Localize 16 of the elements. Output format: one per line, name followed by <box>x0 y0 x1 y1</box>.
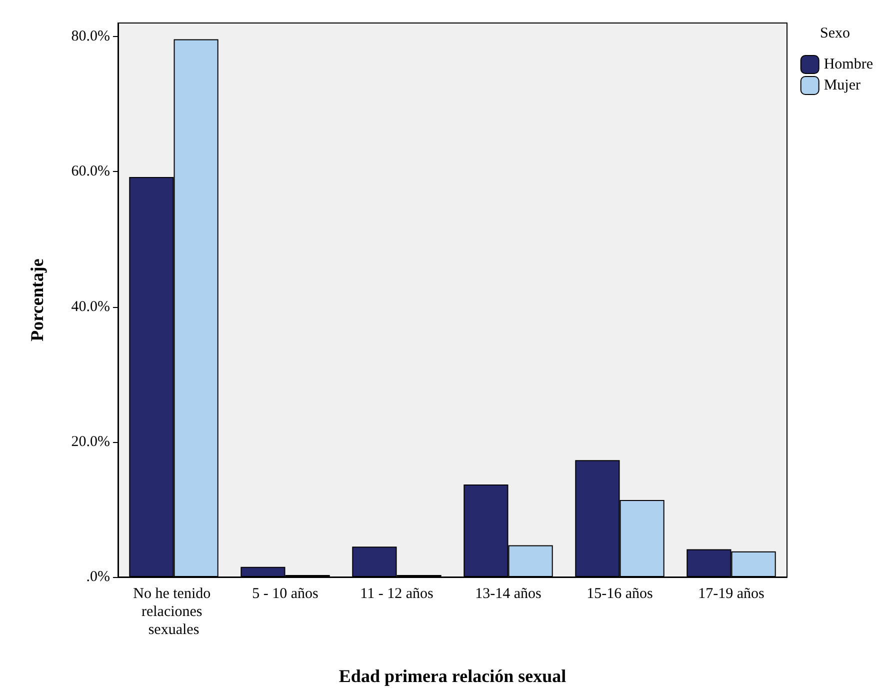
legend-label: Hombre <box>824 56 874 72</box>
x-tick-label: No he tenido relaciones sexuales <box>133 586 214 638</box>
x-tick-label: 11 - 12 años <box>360 586 434 602</box>
x-tick-label: 15-16 años <box>586 586 654 602</box>
x-tick-label: 5 - 10 años <box>252 586 319 602</box>
y-tick-label: 20.0% <box>71 434 110 450</box>
x-axis-title: Edad primera relación sexual <box>338 666 566 686</box>
x-tick-label: 17-19 años <box>698 586 765 602</box>
y-tick-label: 80.0% <box>71 28 110 45</box>
legend-title: Sexo <box>820 26 850 42</box>
y-axis-title: Porcentaje <box>27 258 47 342</box>
x-tick-label: 13-14 años <box>475 586 542 602</box>
legend-label: Mujer <box>824 78 861 94</box>
y-tick-label: 60.0% <box>71 164 110 180</box>
y-tick-label: 40.0% <box>71 298 110 315</box>
y-tick-label: .0% <box>86 569 110 585</box>
